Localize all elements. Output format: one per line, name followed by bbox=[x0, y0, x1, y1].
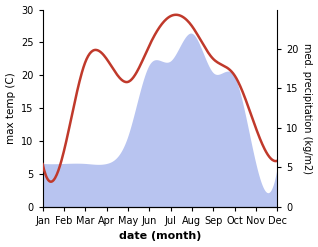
X-axis label: date (month): date (month) bbox=[119, 231, 201, 242]
Y-axis label: med. precipitation (kg/m2): med. precipitation (kg/m2) bbox=[302, 43, 313, 174]
Y-axis label: max temp (C): max temp (C) bbox=[5, 72, 16, 144]
